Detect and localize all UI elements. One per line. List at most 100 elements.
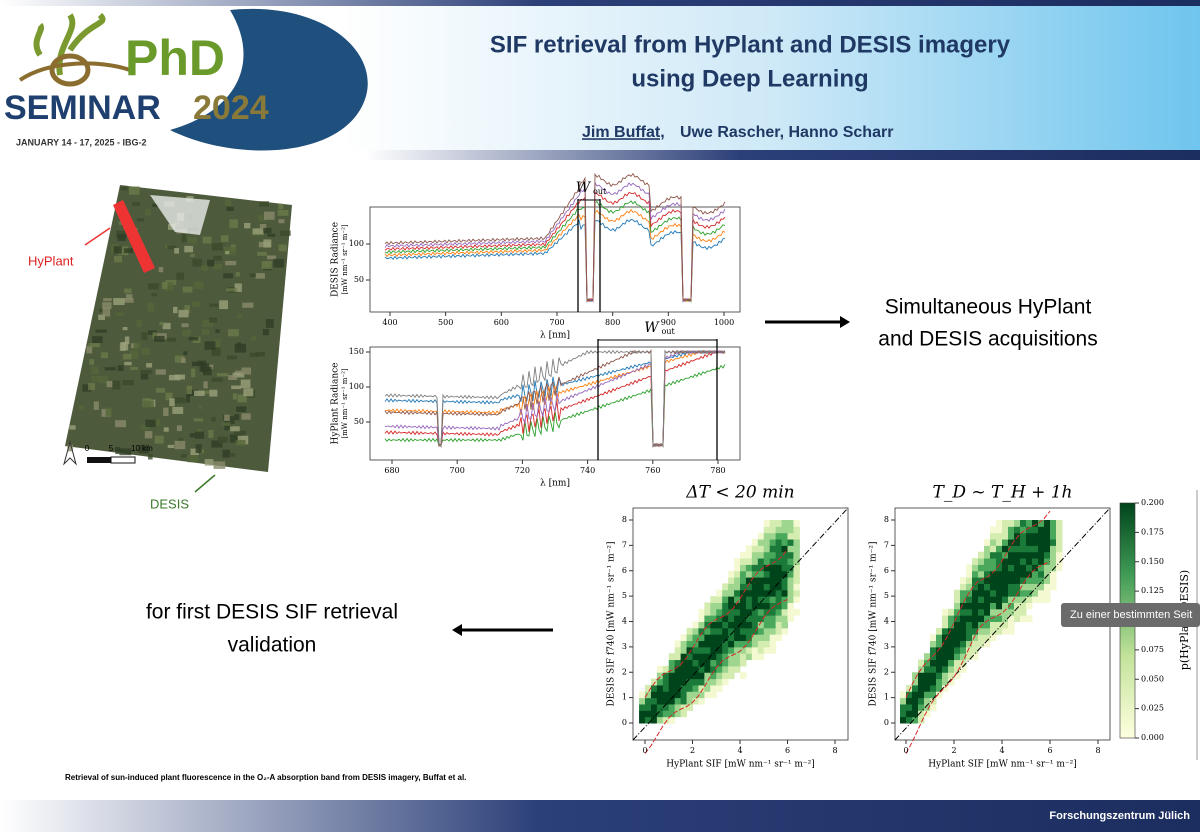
heatmap-cell xyxy=(972,653,979,661)
heatmap-cell xyxy=(1020,551,1027,559)
heatmap-cell xyxy=(918,703,925,711)
heatmap-cell xyxy=(787,532,794,540)
heatmap-cell xyxy=(781,526,788,534)
heatmap-cell xyxy=(1032,545,1039,553)
heatmap-cell xyxy=(793,545,800,553)
map-field xyxy=(114,447,121,452)
heatmap-cell xyxy=(686,634,693,642)
heatmap-cell xyxy=(1050,558,1057,565)
heatmap-cell xyxy=(656,716,664,724)
map-field xyxy=(249,273,256,278)
heatmap-cell xyxy=(793,577,800,584)
map-field xyxy=(227,355,238,360)
heatmap-cell xyxy=(924,710,931,718)
heatmap-cell xyxy=(757,653,765,661)
heatmap-cell xyxy=(680,684,688,692)
one-to-one-line xyxy=(632,507,849,741)
heatmap-cell xyxy=(912,684,919,692)
heatmap-cell xyxy=(1026,564,1033,572)
heatmap-cell xyxy=(781,532,788,540)
map-field xyxy=(119,448,132,456)
heatmap-cell xyxy=(698,672,705,680)
map-field xyxy=(155,369,166,375)
heatmap-cell xyxy=(728,596,735,603)
heatmap-cell xyxy=(1038,551,1045,559)
map-field xyxy=(241,413,251,420)
colorbar-tick-label: 0.075 xyxy=(1141,645,1164,654)
heatmap-cell xyxy=(674,659,682,667)
heatmap-cell xyxy=(781,520,788,527)
heatmap-cell xyxy=(978,640,985,648)
heatmap-cell xyxy=(978,583,985,591)
heatmap-cell xyxy=(1008,539,1015,546)
hyplant-swath xyxy=(113,200,155,273)
heatmap-cell xyxy=(763,627,771,635)
heatmap-cell xyxy=(716,653,723,661)
heatmap-cell xyxy=(996,551,1003,559)
heatmap-cell xyxy=(942,665,949,673)
heatmap-cell xyxy=(918,659,925,667)
heatmap-cell xyxy=(745,551,753,559)
heatmap-cell xyxy=(728,615,735,622)
heatmap-cell xyxy=(1020,583,1027,591)
heatmap-cell xyxy=(984,558,991,565)
heatmap-cell xyxy=(918,672,925,680)
map-field xyxy=(182,329,191,337)
map-field xyxy=(211,347,221,356)
heatmap-cell xyxy=(775,621,783,629)
heatmap-cell xyxy=(692,659,699,667)
heatmap-cell xyxy=(984,539,991,546)
heatmap-cell xyxy=(990,615,997,622)
map-field xyxy=(147,330,157,335)
map-field xyxy=(209,317,218,323)
heatmap-cell xyxy=(704,640,711,648)
heatmap-cell xyxy=(918,691,925,699)
heatmap-cell xyxy=(787,570,794,578)
heatmap-cell xyxy=(751,621,759,629)
heatmap-cell xyxy=(704,621,711,629)
x-axis-label: λ [nm] xyxy=(540,331,570,341)
map-field xyxy=(115,312,124,316)
heatmap-cell xyxy=(757,634,765,642)
contour-line xyxy=(644,548,788,698)
heatmap-cell xyxy=(763,577,771,584)
heatmap-cell xyxy=(751,602,759,610)
heatmap-cell xyxy=(710,596,717,603)
heatmap-cell xyxy=(984,634,991,642)
heatmap-cell xyxy=(716,621,723,629)
heatmap-cell xyxy=(793,520,800,527)
heatmap-cell xyxy=(1056,551,1063,559)
heatmap-cell xyxy=(972,570,979,578)
map-field xyxy=(88,343,100,348)
heatmap-cell xyxy=(793,596,800,603)
heatmap-cell xyxy=(1056,539,1063,546)
heatmap-cell xyxy=(680,653,688,661)
heatmap-cell xyxy=(751,640,759,648)
heatmap-cell xyxy=(1032,520,1039,527)
heatmap-cell xyxy=(1050,570,1057,578)
heatmap-cell xyxy=(674,710,682,718)
heatmap-cell xyxy=(1014,615,1021,622)
map-field xyxy=(78,404,84,410)
heatmap-cell xyxy=(1038,596,1045,603)
heatmap-cell xyxy=(936,659,943,667)
x-tick-label: 500 xyxy=(438,318,453,327)
heatmap-cell xyxy=(686,697,693,705)
heatmap-cell xyxy=(1032,583,1039,591)
heatmap-cell xyxy=(757,583,765,591)
map-field xyxy=(222,449,231,458)
map-field xyxy=(89,359,94,365)
heatmap-cell xyxy=(978,602,985,610)
heatmap-cell xyxy=(716,602,723,610)
plot-frame xyxy=(369,346,741,461)
heatmap-cell xyxy=(1008,558,1015,565)
map-field xyxy=(229,219,238,228)
heatmap-cell xyxy=(787,615,794,622)
map-field xyxy=(202,319,213,328)
heatmap-cell xyxy=(1020,570,1027,578)
heatmap-cell xyxy=(936,672,943,680)
heatmap-cell xyxy=(686,640,693,648)
heatmap-cell xyxy=(781,551,788,559)
heatmap-cell xyxy=(698,608,705,616)
